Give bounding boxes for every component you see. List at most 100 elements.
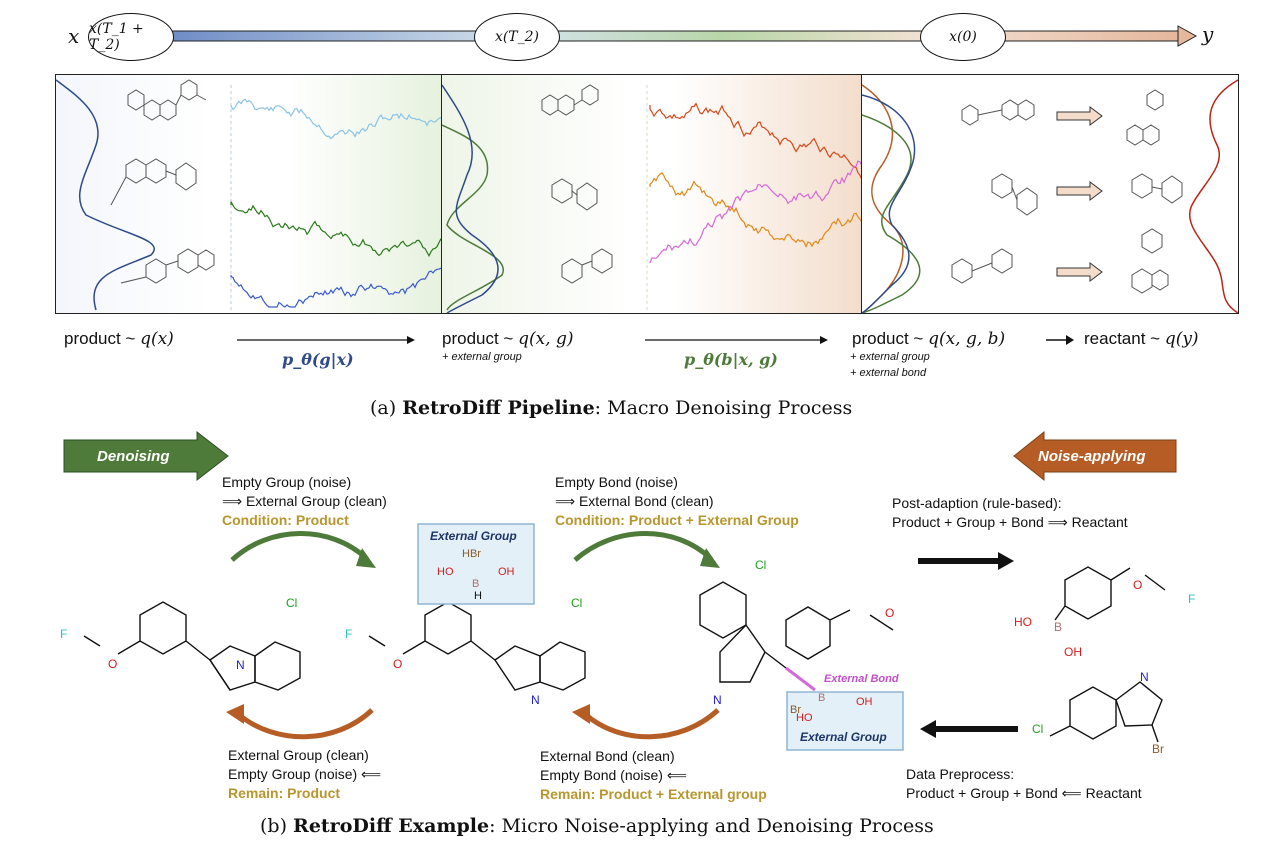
atom-label-n-r2: N xyxy=(1140,670,1149,684)
black-arrow-right xyxy=(918,552,1014,570)
stage-label-reactant: reactant ~ q(y) xyxy=(1084,329,1199,349)
external-group-hbr: HBr xyxy=(462,548,481,560)
panel-product-group xyxy=(441,74,863,314)
series-lightblue xyxy=(230,98,442,140)
series-green xyxy=(230,201,442,257)
panel-product-group-bond xyxy=(861,74,1239,314)
atom-label-cl-1: Cl xyxy=(286,596,298,610)
external-bond-label: External Bond xyxy=(824,673,899,685)
step-bot-right: Data Preprocess: Product + Group + Bond … xyxy=(906,766,1142,801)
step-top-left: Empty Group (noise) ⟹ External Group (cl… xyxy=(222,474,387,528)
atom-label-br-r2: Br xyxy=(1152,742,1164,756)
molecule-sketch-1 xyxy=(127,79,207,121)
molecule-sketch-10 xyxy=(1126,89,1164,146)
density-curve-bond-blue xyxy=(862,94,916,313)
atom-label-o-1: O xyxy=(108,657,118,671)
molecule-sketch-3 xyxy=(120,248,215,284)
atom-label-f-1: F xyxy=(60,627,68,641)
atom-label-o-r1: O xyxy=(1133,578,1143,592)
stage-arrow-2 xyxy=(645,336,828,344)
stage-note-external-group: + external group xyxy=(442,351,522,363)
caption-b: (b) RetroDiff Example: Micro Noise-apply… xyxy=(260,815,934,837)
atom-label-o-3: O xyxy=(885,606,895,620)
stage-arrow-1-label: p_θ(g|x) xyxy=(282,350,354,369)
external-group-h: H xyxy=(474,590,482,602)
timeline: x y x(T_1 + T_2) x(T_2) x(0) xyxy=(0,0,1284,74)
atom-label-n-2: N xyxy=(531,693,540,707)
series-orange xyxy=(649,171,862,248)
atom-label-cl-3: Cl xyxy=(755,558,767,572)
step-top-mid: Empty Bond (noise) ⟹ External Bond (clea… xyxy=(555,474,799,528)
molecule-sketch-6 xyxy=(561,248,613,284)
external-group-box xyxy=(417,523,535,605)
stage-arrow-1 xyxy=(237,336,415,344)
atom-label-o-2: O xyxy=(393,657,403,671)
atom-label-ho-r1: HO xyxy=(1014,615,1032,629)
step-top-right: Post-adaption (rule-based): Product + Gr… xyxy=(892,495,1128,530)
density-curve-reactant xyxy=(1189,79,1238,313)
external-group-ho: HO xyxy=(437,566,454,578)
caption-a: (a) RetroDiff Pipeline: Macro Denoising … xyxy=(370,397,853,419)
stage-arrow-2-label: p_θ(b|x, g) xyxy=(684,350,778,369)
atom-label-cl-r2: Cl xyxy=(1032,722,1044,736)
atom-label-cl-2: Cl xyxy=(571,596,583,610)
molecule-sketch-11 xyxy=(1131,173,1183,204)
atom-label-oh-3: OH xyxy=(856,696,873,708)
atom-label-n-3: N xyxy=(713,693,722,707)
molecule-product-2 xyxy=(368,601,586,691)
panel-product-group-figure xyxy=(442,84,862,313)
step-bot-left: External Group (clean) Empty Group (nois… xyxy=(228,747,382,801)
molecule-sketch-2 xyxy=(110,158,197,206)
stage-label-product: product ~ q(x) xyxy=(64,329,174,349)
atom-label-b-3: B xyxy=(818,692,826,704)
molecule-sketch-4 xyxy=(541,84,599,116)
curved-arrow-denoise-2 xyxy=(573,531,712,562)
density-curve-group-blue xyxy=(442,84,499,313)
external-group-b: B xyxy=(472,578,480,590)
reaction-diagram xyxy=(83,523,1166,751)
reaction-arrows xyxy=(1056,106,1103,282)
external-group-box-2 xyxy=(786,691,904,751)
timeline-end-label: y xyxy=(1202,22,1214,46)
series-blue xyxy=(230,267,442,308)
noise-applying-banner-label: Noise-applying xyxy=(1038,448,1146,465)
molecule-product-3 xyxy=(699,581,894,683)
external-group-title: External Group xyxy=(430,529,517,543)
curved-arrow-denoise-1 xyxy=(230,531,368,562)
stage-note-external-group-2: + external group xyxy=(850,351,930,363)
external-group-oh: OH xyxy=(498,566,515,578)
molecule-product-1 xyxy=(83,601,301,691)
atom-label-br-3: Br xyxy=(790,704,801,716)
atom-label-oh-r1: OH xyxy=(1064,645,1082,659)
molecule-sketch-8 xyxy=(991,173,1038,216)
series-red xyxy=(649,102,862,181)
timeline-node-start: x(T_1 + T_2) xyxy=(88,13,174,61)
atom-label-ho-3: HO xyxy=(796,712,813,724)
molecule-sketch-5 xyxy=(551,178,598,211)
timeline-node-mid: x(T_2) xyxy=(474,13,560,61)
step-bot-mid: External Bond (clean) Empty Bond (noise)… xyxy=(540,748,767,802)
timeline-node-end: x(0) xyxy=(920,13,1006,61)
panel-product-group-bond-figure xyxy=(862,79,1238,313)
timeline-start-label: x xyxy=(68,24,80,48)
molecule-sketch-9 xyxy=(951,248,1013,284)
stage-note-external-bond: + external bond xyxy=(850,367,927,379)
stage-label-product-group-bond: product ~ q(x, g, b) xyxy=(852,329,1006,349)
molecule-reactant-2 xyxy=(1049,681,1163,743)
density-curve-product xyxy=(56,79,155,311)
atom-label-b-r1: B xyxy=(1054,620,1063,634)
molecule-sketch-12 xyxy=(1131,228,1169,294)
molecule-reactant-1 xyxy=(1054,566,1166,621)
curved-arrow-noise-1 xyxy=(236,708,374,740)
denoising-banner-arrow xyxy=(63,430,229,482)
panel-product xyxy=(55,74,443,314)
atom-label-f-r1: F xyxy=(1188,592,1196,606)
noise-applying-banner-arrow xyxy=(1013,430,1177,482)
panel-product-figure xyxy=(56,79,442,311)
atom-label-n-1: N xyxy=(236,658,245,672)
density-curve-bond-orange xyxy=(862,84,904,313)
external-group-title-2: External Group xyxy=(800,730,887,744)
density-curve-bond-green xyxy=(862,114,921,313)
density-curve-group-green xyxy=(442,124,505,311)
stage-label-product-group: product ~ q(x, g) xyxy=(442,329,574,349)
